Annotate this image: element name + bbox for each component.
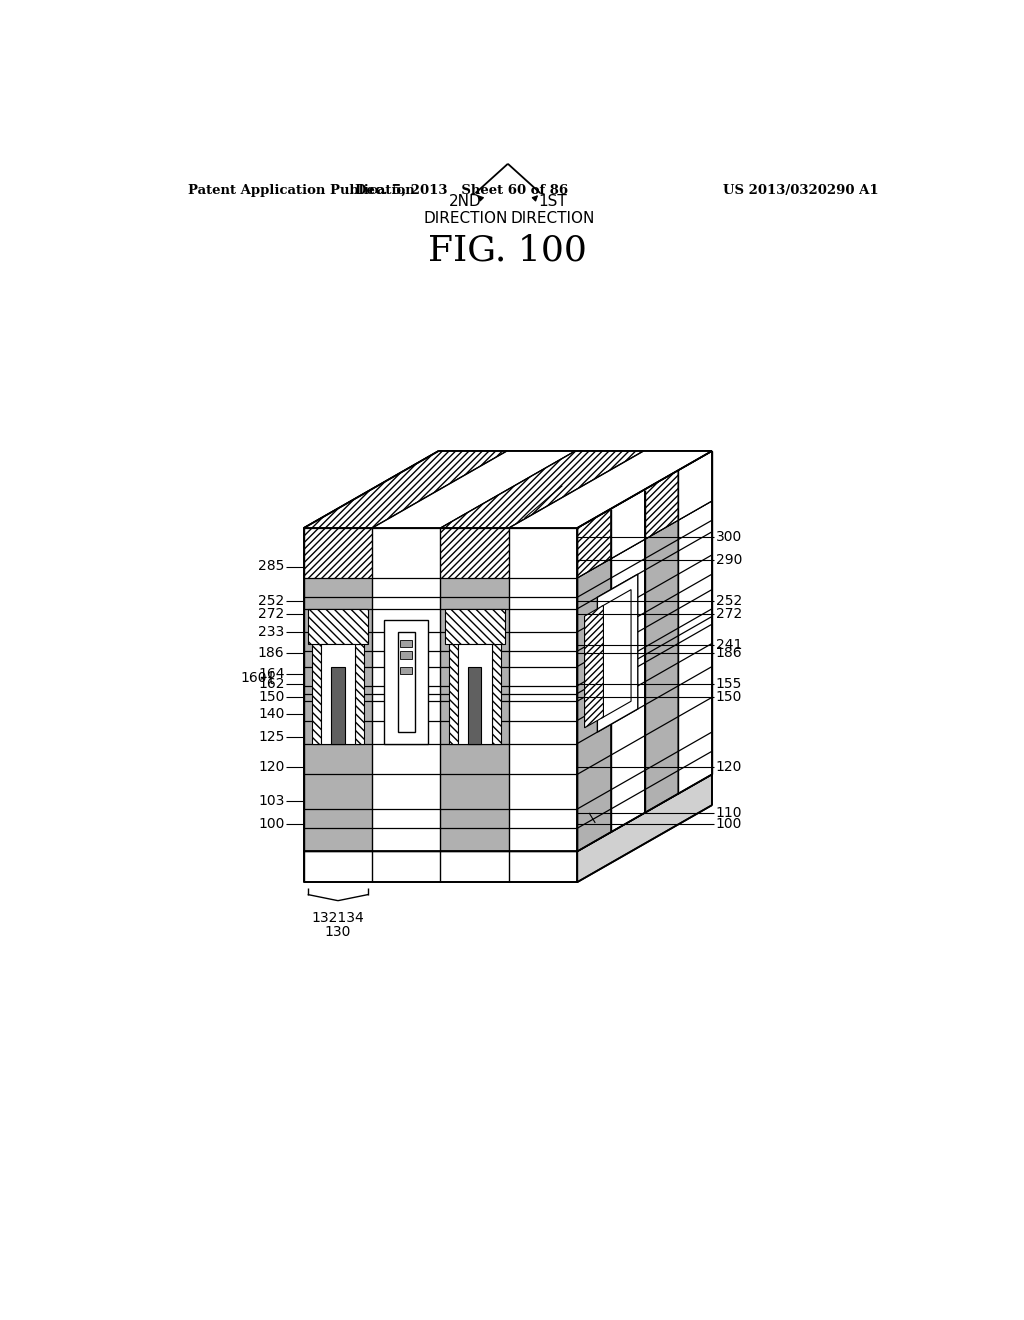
Polygon shape: [444, 609, 505, 644]
Text: Dec. 5, 2013   Sheet 60 of 86: Dec. 5, 2013 Sheet 60 of 86: [355, 185, 568, 197]
Text: 150: 150: [716, 690, 742, 705]
Text: 300: 300: [716, 531, 742, 544]
Polygon shape: [611, 540, 644, 832]
Text: 2ND
DIRECTION: 2ND DIRECTION: [423, 194, 508, 226]
Polygon shape: [304, 451, 507, 528]
Text: 110: 110: [716, 807, 742, 820]
Text: 290: 290: [716, 553, 742, 568]
Text: 140: 140: [258, 708, 285, 721]
Text: 103: 103: [258, 795, 285, 808]
Text: 252: 252: [258, 594, 285, 609]
Text: FIG. 100: FIG. 100: [428, 234, 588, 268]
Text: 186: 186: [716, 645, 742, 660]
Polygon shape: [400, 667, 413, 675]
Text: 186: 186: [258, 645, 285, 660]
Polygon shape: [644, 470, 678, 540]
Polygon shape: [449, 644, 458, 743]
Polygon shape: [372, 578, 440, 851]
Polygon shape: [509, 451, 712, 528]
Polygon shape: [304, 528, 372, 578]
Polygon shape: [644, 520, 678, 813]
Text: Patent Application Publication: Patent Application Publication: [188, 185, 415, 197]
Polygon shape: [578, 508, 611, 578]
Polygon shape: [312, 644, 321, 743]
Polygon shape: [321, 644, 355, 743]
Polygon shape: [585, 606, 603, 727]
Polygon shape: [440, 528, 509, 578]
Polygon shape: [578, 451, 712, 851]
Polygon shape: [304, 775, 712, 851]
Polygon shape: [304, 578, 372, 851]
Polygon shape: [400, 640, 413, 647]
Polygon shape: [308, 609, 368, 644]
Polygon shape: [509, 578, 578, 851]
Text: 100: 100: [258, 817, 285, 832]
Polygon shape: [611, 490, 644, 558]
Polygon shape: [331, 667, 345, 743]
Text: 130: 130: [325, 925, 351, 940]
Text: 241: 241: [716, 638, 742, 652]
Polygon shape: [398, 632, 415, 733]
Text: 272: 272: [716, 607, 742, 622]
Polygon shape: [384, 620, 428, 743]
Polygon shape: [400, 651, 413, 659]
Polygon shape: [372, 528, 440, 578]
Text: 160{: 160{: [240, 671, 275, 685]
Text: 103: 103: [597, 817, 624, 832]
Polygon shape: [492, 644, 501, 743]
Polygon shape: [304, 851, 578, 882]
Text: 120: 120: [258, 760, 285, 774]
Polygon shape: [597, 574, 638, 733]
Polygon shape: [468, 667, 481, 743]
Text: 233: 233: [258, 624, 285, 639]
Polygon shape: [578, 775, 712, 882]
Polygon shape: [355, 644, 364, 743]
Text: 100: 100: [716, 817, 742, 832]
Text: 280: 280: [564, 479, 591, 492]
Text: 285: 285: [258, 560, 285, 573]
Text: 132134: 132134: [311, 911, 365, 925]
Polygon shape: [458, 644, 492, 743]
Polygon shape: [304, 451, 712, 528]
Polygon shape: [304, 528, 578, 851]
Text: 120: 120: [716, 760, 742, 774]
Polygon shape: [578, 558, 611, 851]
Text: 164: 164: [258, 668, 285, 681]
Polygon shape: [678, 502, 712, 793]
Text: 252: 252: [716, 594, 742, 609]
Polygon shape: [509, 528, 578, 578]
Polygon shape: [440, 451, 643, 528]
Text: US 2013/0320290 A1: US 2013/0320290 A1: [723, 185, 879, 197]
Text: 125: 125: [258, 730, 285, 744]
Text: 272: 272: [258, 607, 285, 622]
Text: 150: 150: [258, 690, 285, 705]
Polygon shape: [440, 578, 509, 851]
Text: 155: 155: [716, 677, 742, 690]
Text: 1ST
DIRECTION: 1ST DIRECTION: [510, 194, 595, 226]
Polygon shape: [678, 451, 712, 520]
Polygon shape: [372, 451, 575, 528]
Polygon shape: [601, 590, 631, 718]
Text: 162: 162: [258, 677, 285, 690]
